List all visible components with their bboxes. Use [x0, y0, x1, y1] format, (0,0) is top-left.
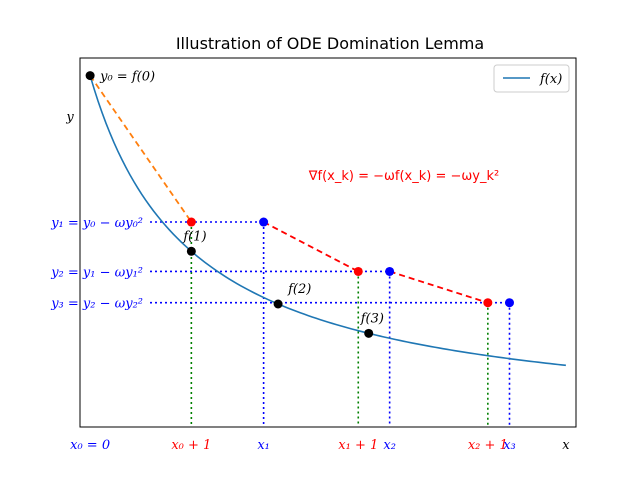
chart-title: Illustration of ODE Domination Lemma	[176, 34, 484, 53]
start-point	[85, 71, 95, 81]
tangent-step-line	[89, 75, 193, 223]
black-point-label: f(3)	[360, 311, 384, 326]
x-tick-label: x₃	[503, 438, 516, 453]
legend-box	[493, 64, 570, 93]
black-point	[186, 246, 196, 256]
y-step-label: y₃ = y₂ − ωy₂²	[50, 297, 143, 312]
red-point	[483, 298, 493, 308]
y-step-label: y₁ = y₀ − ωy₀²	[50, 216, 143, 231]
x-tick-label: x₁ + 1	[338, 438, 378, 453]
x-tick-label: x₂ + 1	[468, 438, 508, 453]
blue-point	[385, 266, 395, 276]
black-point	[364, 328, 374, 338]
legend: f(x)	[493, 64, 570, 93]
x-tick-label: x₁	[257, 438, 270, 453]
plot-frame	[79, 57, 577, 428]
curve-f-x	[89, 75, 566, 367]
tangent-step-line	[389, 270, 489, 304]
blue-point	[259, 217, 269, 227]
tangent-step-line	[263, 221, 359, 273]
x-tick-label: x₀ + 1	[171, 438, 211, 453]
x-tick-label: x₀ = 0	[70, 438, 110, 453]
chart-marks: y₀ = f(0) f(1) f(2) f(3) y₁ = y₀ − ωy₀² y₂ = …	[50, 70, 570, 453]
black-point	[273, 299, 283, 309]
x-tick-label: x	[562, 438, 570, 453]
start-point-label: y₀ = f(0)	[99, 70, 155, 85]
gradient-equation: ∇f(x_k) = −ωf(x_k) = −ωy_k²	[308, 169, 499, 184]
y-axis-label: y	[65, 110, 74, 125]
red-point	[353, 266, 363, 276]
red-point	[186, 217, 196, 227]
blue-point	[504, 298, 514, 308]
black-point-label: f(1)	[182, 229, 206, 244]
legend-label: f(x)	[539, 72, 562, 87]
x-tick-label: x₂	[383, 438, 396, 453]
y-step-label: y₂ = y₁ − ωy₁²	[50, 265, 143, 280]
black-point-label: f(2)	[287, 282, 311, 297]
